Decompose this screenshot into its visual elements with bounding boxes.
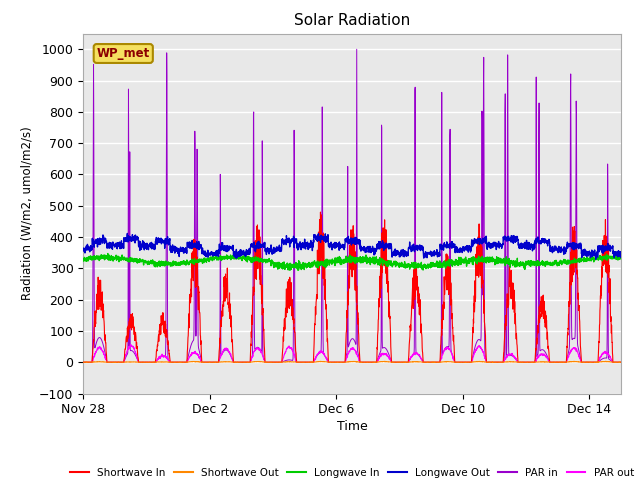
Text: WP_met: WP_met	[97, 47, 150, 60]
Legend: Shortwave In, Shortwave Out, Longwave In, Longwave Out, PAR in, PAR out: Shortwave In, Shortwave Out, Longwave In…	[66, 464, 638, 480]
Y-axis label: Radiation (W/m2, umol/m2/s): Radiation (W/m2, umol/m2/s)	[20, 127, 33, 300]
Title: Solar Radiation: Solar Radiation	[294, 13, 410, 28]
X-axis label: Time: Time	[337, 420, 367, 433]
